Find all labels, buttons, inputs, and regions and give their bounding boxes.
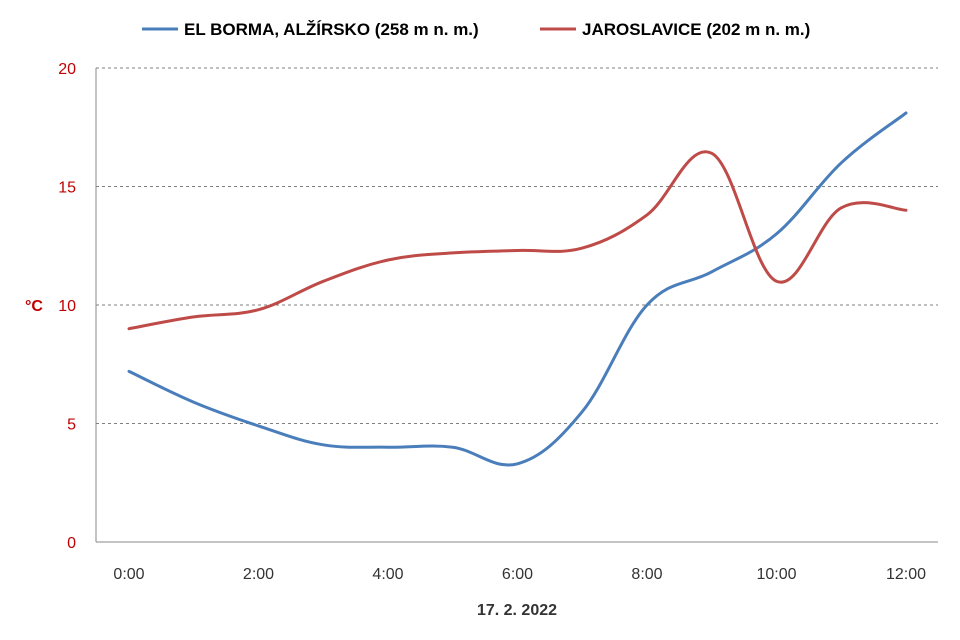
legend: EL BORMA, ALŽÍRSKO (258 m n. m.) JAROSLA… [142,20,810,39]
x-tick-label: 8:00 [631,566,662,583]
y-tick-label: 10 [58,298,76,315]
y-axis-title: °C [25,298,43,315]
x-tick-labels: 0:00 2:00 4:00 6:00 8:00 10:00 12:00 [113,566,926,583]
y-tick-labels: 0 5 10 15 20 [58,61,76,552]
legend-label-el-borma: EL BORMA, ALŽÍRSKO (258 m n. m.) [184,20,479,39]
x-tick-label: 12:00 [886,566,926,583]
x-tick-label: 10:00 [756,566,796,583]
series-line-jaroslavice [127,150,908,331]
legend-label-jaroslavice: JAROSLAVICE (202 m n. m.) [582,20,810,39]
gridlines [96,67,938,543]
x-tick-label: 4:00 [372,566,403,583]
series-lines [127,111,908,467]
y-tick-label: 20 [58,61,76,78]
y-tick-label: 5 [67,417,76,434]
y-tick-label: 15 [58,180,76,197]
x-axis-title: 17. 2. 2022 [477,602,557,619]
x-tick-label: 0:00 [113,566,144,583]
y-tick-label: 0 [67,535,76,552]
x-tick-label: 6:00 [502,566,533,583]
x-tick-label: 2:00 [243,566,274,583]
series-line-el-borma [127,111,908,467]
